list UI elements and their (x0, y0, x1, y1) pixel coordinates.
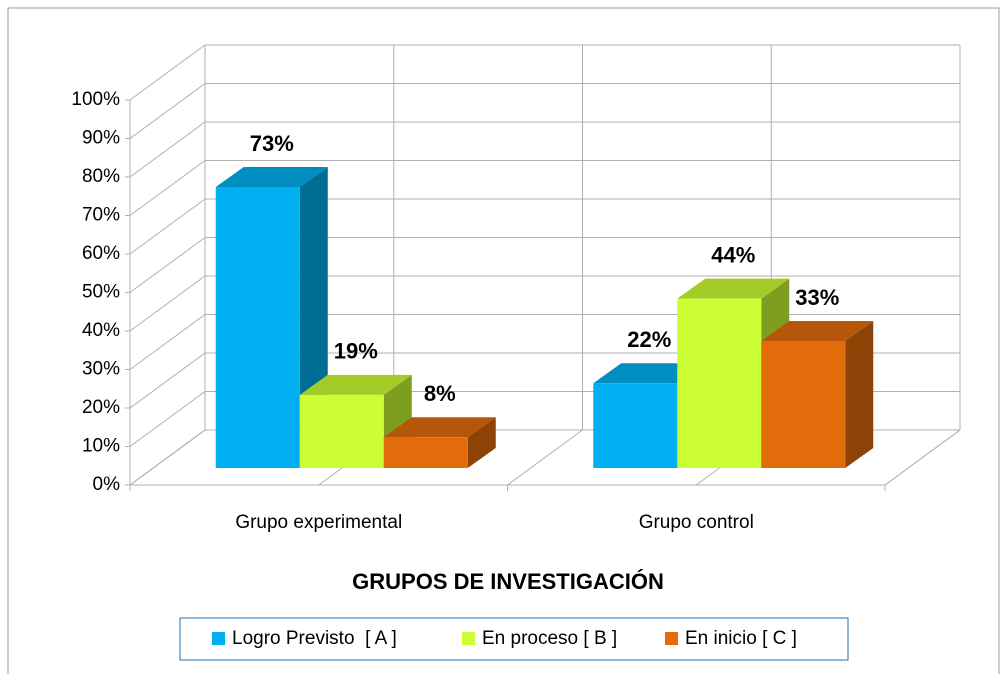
legend-swatch (212, 632, 225, 645)
bar-face (677, 298, 762, 468)
data-label: 73% (250, 131, 294, 156)
grid-line (129, 83, 960, 139)
bar-face (593, 383, 678, 468)
y-tick-label: 90% (82, 128, 120, 149)
data-label: 8% (424, 381, 456, 406)
y-tick-label: 70% (82, 205, 120, 226)
bar-face (677, 278, 790, 299)
bar-face (383, 417, 496, 438)
floor-line (884, 429, 961, 486)
x-axis-title: GRUPOS DE INVESTIGACIÓN (352, 569, 664, 594)
y-tick-label: 100% (71, 89, 120, 110)
bar-face (761, 320, 874, 341)
bar-face (299, 394, 384, 468)
bar-face (761, 340, 846, 468)
y-tick-label: 10% (82, 436, 120, 457)
y-tick-label: 60% (82, 243, 120, 264)
grid-line (129, 275, 960, 332)
bar-face (383, 437, 468, 468)
data-label: 44% (711, 242, 755, 267)
y-tick-label: 40% (82, 320, 120, 341)
y-tick-label: 50% (82, 282, 120, 303)
y-tick-label: 80% (82, 166, 120, 187)
bar-face (845, 320, 874, 468)
legend (179, 617, 849, 661)
floor-line (507, 429, 583, 486)
grid-line (129, 237, 960, 293)
grid-line (129, 121, 960, 178)
x-tick-label: Grupo control (639, 512, 754, 533)
bar (761, 320, 874, 468)
data-label: 33% (795, 285, 839, 310)
legend-label: En inicio [ C ] (685, 628, 797, 649)
legend-swatch (665, 632, 678, 645)
legend-label: Logro Previsto [ A ] (232, 628, 397, 649)
bar-face (215, 166, 328, 187)
data-label: 22% (627, 327, 671, 352)
y-tick-label: 20% (82, 397, 120, 418)
grid-line (129, 160, 960, 216)
grid-line (129, 44, 960, 101)
grid-line (129, 198, 960, 255)
bar (383, 417, 496, 468)
bar-face (215, 186, 300, 468)
x-tick-label: Grupo experimental (235, 512, 402, 533)
bar-face (467, 417, 496, 468)
bar (299, 374, 412, 468)
data-label: 19% (334, 339, 378, 364)
legend-label: En proceso [ B ] (482, 628, 617, 649)
bar-face (299, 374, 412, 395)
y-tick-label: 0% (93, 474, 121, 495)
y-tick-label: 30% (82, 359, 120, 380)
legend-swatch (462, 632, 475, 645)
